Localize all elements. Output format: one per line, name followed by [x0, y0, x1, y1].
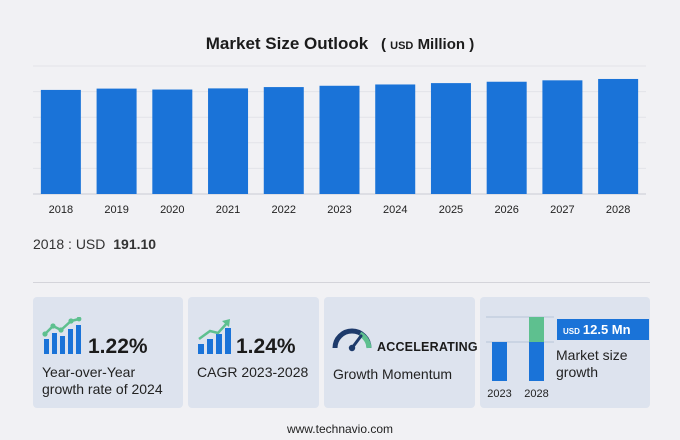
bar-2028 — [598, 78, 639, 194]
growth-badge: USD 12.5 Mn — [557, 319, 649, 340]
bar-2019 — [96, 88, 137, 194]
mini-bar-growth — [529, 317, 544, 342]
bar-2022 — [263, 87, 304, 194]
chart-unit-prefix: USD — [390, 40, 414, 52]
growth-chart-icon — [42, 317, 82, 354]
x-tick-2027: 2027 — [550, 204, 574, 216]
x-tick-2025: 2025 — [439, 204, 463, 216]
mini-bar-2023 — [492, 342, 507, 381]
momentum-card: ACCELERATING Growth Momentum — [324, 297, 478, 408]
divider — [33, 282, 650, 283]
chart-unit-label: Million — [417, 36, 466, 53]
growth-badge-prefix: USD — [563, 327, 580, 336]
x-tick-2022: 2022 — [272, 204, 296, 216]
bar-2027 — [542, 80, 583, 194]
growth-card: 2023 2028 USD 12.5 Mn Market size growth — [480, 297, 650, 408]
yoy-value: 1.22% — [88, 335, 148, 358]
mini-bar-2028 — [529, 342, 544, 381]
bar-2026 — [486, 81, 527, 194]
base-year-label: 2018 : USD — [33, 236, 106, 252]
mini-year-2028: 2028 — [524, 388, 548, 400]
cagr-value: 1.24% — [236, 335, 296, 358]
x-tick-2023: 2023 — [327, 204, 351, 216]
yoy-card: 1.22% Year-over-Year growth rate of 2024 — [33, 297, 183, 408]
x-tick-2018: 2018 — [49, 204, 73, 216]
yoy-caption-line1: Year-over-Year — [42, 364, 136, 380]
chart-title: Market Size Outlook ( USD Million ) — [0, 34, 680, 54]
base-year-amount: 191.10 — [113, 236, 157, 252]
growth-caption-line1: Market size — [556, 347, 628, 363]
chart-unit: ( USD Million ) — [380, 36, 475, 53]
base-year-value: 2018 : USD 191.10 — [33, 236, 156, 252]
chart-title-text: Market Size Outlook — [205, 34, 369, 53]
yoy-caption-line2: growth rate of 2024 — [42, 381, 163, 397]
yoy-caption: Year-over-Year growth rate of 2024 — [42, 364, 163, 398]
growth-badge-value: 12.5 Mn — [582, 322, 631, 337]
cagr-caption: CAGR 2023-2028 — [197, 364, 309, 380]
bar-2021 — [208, 88, 249, 194]
bar-2018 — [40, 89, 81, 194]
x-tick-2024: 2024 — [383, 204, 407, 216]
bar-2020 — [152, 89, 193, 194]
x-tick-2021: 2021 — [216, 204, 240, 216]
footer-site: www.technavio.com — [286, 422, 394, 436]
bar-2025 — [430, 83, 471, 194]
growth-caption: Market size growth — [556, 347, 628, 381]
cagr-bars-icon — [198, 319, 231, 354]
growth-mini-chart: 2023 2028 — [486, 316, 554, 400]
x-tick-2026: 2026 — [494, 204, 518, 216]
x-tick-2020: 2020 — [160, 204, 184, 216]
bar-chart: 2018 2019 2020 2021 2022 2023 2024 2025 2026 2027… — [33, 65, 646, 216]
mini-year-2023: 2023 — [487, 388, 511, 400]
growth-caption-line2: growth — [556, 364, 599, 380]
bar-2024 — [375, 84, 416, 194]
x-tick-2019: 2019 — [104, 204, 128, 216]
momentum-status: ACCELERATING — [377, 340, 478, 354]
cagr-card: 1.24% CAGR 2023-2028 — [188, 297, 319, 408]
x-tick-2028: 2028 — [606, 204, 630, 216]
bar-2023 — [319, 85, 360, 194]
momentum-caption: Growth Momentum — [333, 366, 453, 382]
speedometer-icon — [332, 328, 372, 352]
